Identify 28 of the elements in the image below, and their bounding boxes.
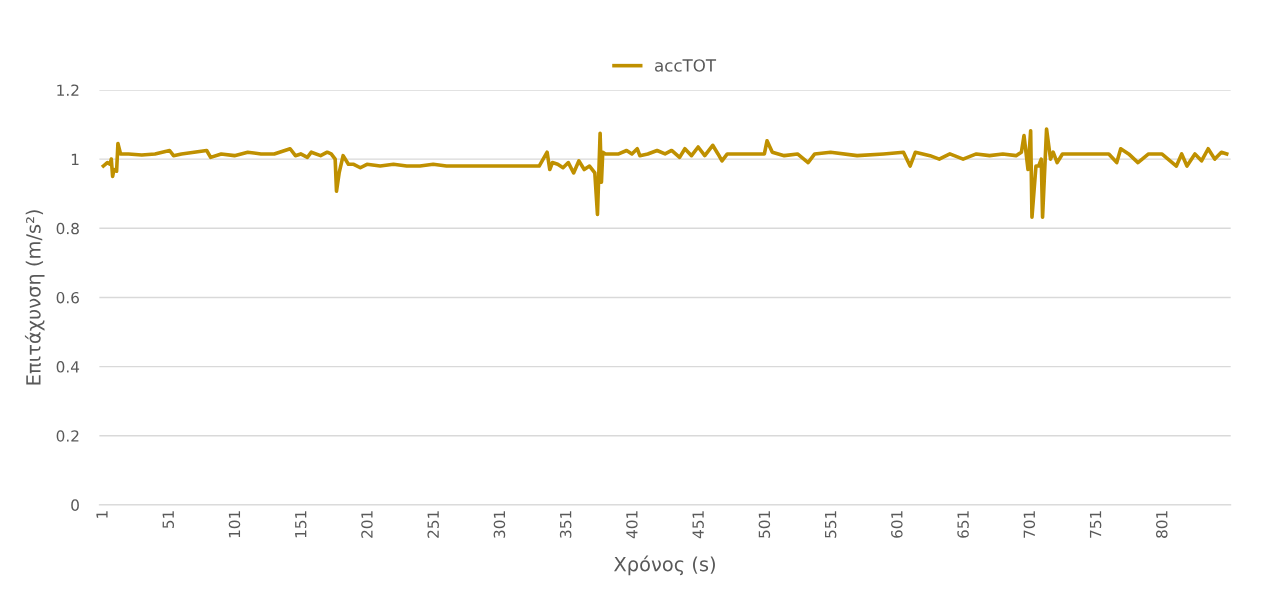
x-tick-label: 701: [1023, 511, 1036, 538]
y-tick-label: 0.6: [56, 291, 79, 304]
y-tick-label: 1: [71, 153, 79, 165]
x-tick-label: 551: [825, 511, 837, 538]
y-tick-label: 0.2: [56, 430, 79, 442]
x-tick-label: 1: [96, 511, 108, 518]
y-tick-label: 0: [71, 499, 79, 511]
x-tick-label: 201: [361, 511, 373, 538]
y-axis-title: Επιτάχυνση (m/s²): [24, 210, 45, 385]
x-tick-label: 301: [493, 511, 506, 538]
y-tick-label: 1.2: [57, 84, 79, 96]
x-tick-label: 51: [162, 511, 175, 529]
x-axis-title: Χρόνος (s): [614, 555, 715, 576]
x-tick-label: 601: [891, 511, 903, 538]
line-series: [101, 127, 1229, 220]
x-tick-label: 101: [228, 511, 241, 538]
x-tick-label: 501: [758, 511, 771, 538]
x-tick-label: 751: [1089, 511, 1102, 538]
legend-label: accTOT: [655, 59, 717, 72]
x-tick-label: 151: [295, 511, 307, 538]
x-tick-label: 401: [626, 511, 638, 539]
y-tick-label: 0.4: [56, 361, 80, 373]
x-tick-label: 351: [559, 511, 572, 538]
x-tick-label: 451: [692, 511, 704, 539]
x-tick-label: 251: [427, 511, 439, 538]
x-tick-label: 651: [957, 511, 969, 538]
y-tick-label: 0.8: [56, 222, 79, 235]
x-tick-label: 801: [1156, 511, 1168, 538]
